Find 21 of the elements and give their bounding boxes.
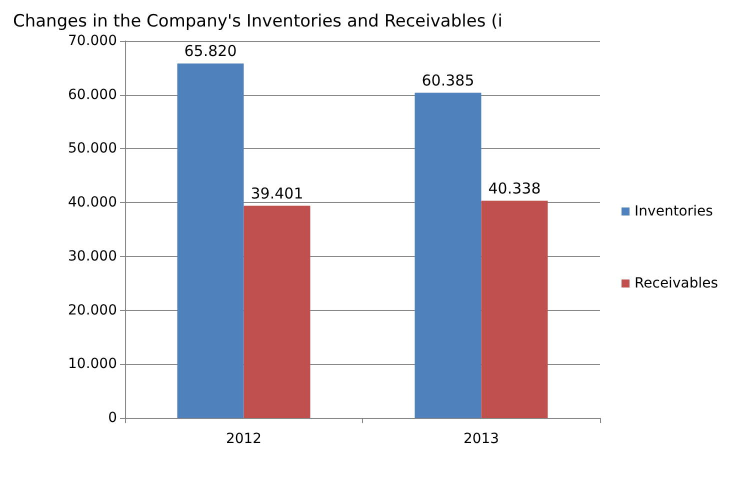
bar — [244, 206, 310, 418]
x-tick-label: 2013 — [463, 431, 500, 447]
legend-label: Receivables — [634, 276, 718, 292]
x-tick-label: 2012 — [226, 431, 262, 447]
bar — [177, 64, 244, 418]
chart-title: Changes in the Company's Inventories and Receivables (i — [13, 12, 502, 32]
data-label: 65.820 — [184, 42, 237, 60]
y-tick-label: 10.000 — [68, 356, 117, 372]
data-label: 39.401 — [250, 184, 304, 202]
y-tick-label: 50.000 — [68, 140, 117, 157]
legend-label: Inventories — [634, 204, 713, 220]
bar — [414, 92, 482, 418]
y-tick-label: 40.000 — [68, 194, 117, 211]
y-tick-label: 0 — [108, 410, 117, 426]
y-tick-label: 70.000 — [68, 33, 117, 49]
y-tick-label: 60.000 — [68, 86, 117, 103]
bar — [481, 200, 548, 418]
y-tick-label: 20.000 — [68, 302, 117, 318]
data-label: 60.385 — [422, 71, 474, 90]
y-tick-label: 30.000 — [68, 248, 117, 264]
data-label: 40.338 — [488, 179, 541, 198]
